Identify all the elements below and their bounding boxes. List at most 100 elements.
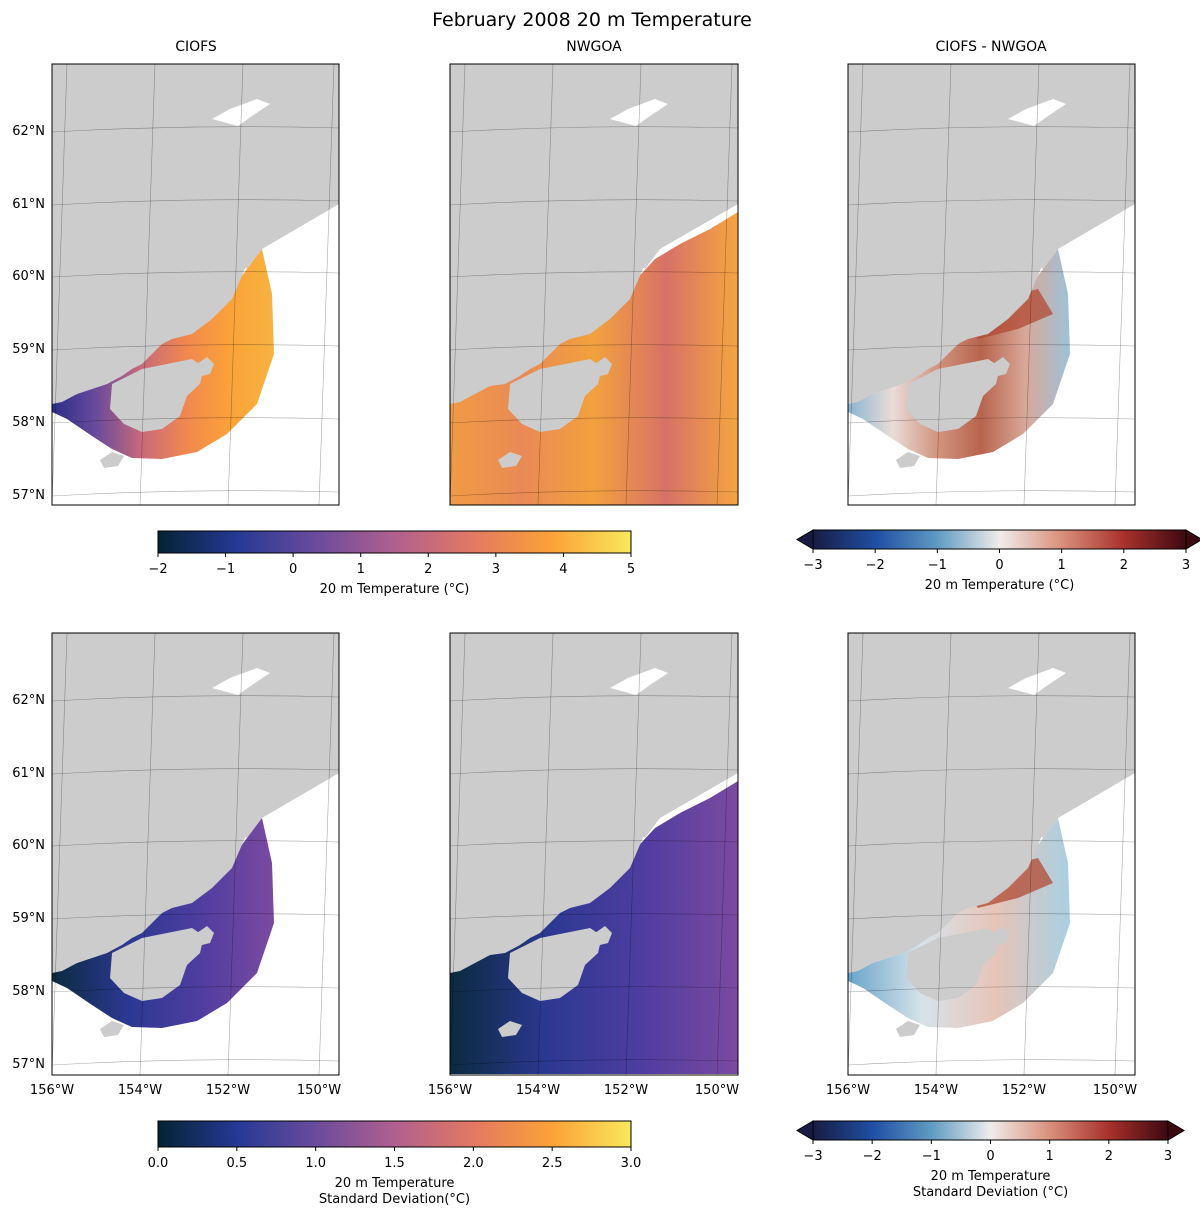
graticule-lat bbox=[450, 1059, 738, 1066]
land-south bbox=[848, 64, 1135, 404]
panel-frame bbox=[847, 63, 1136, 506]
colorbar-tick-label: −2 bbox=[863, 1149, 882, 1164]
trinity-islands bbox=[100, 452, 124, 468]
map-panel bbox=[449, 63, 739, 506]
panel-title: CIOFS - NWGOA bbox=[935, 39, 1047, 55]
x-tick-label: 156°W bbox=[30, 1083, 74, 1098]
graticule-lon bbox=[848, 633, 864, 1075]
colorbar-bar bbox=[812, 529, 1187, 550]
panel-frame bbox=[449, 63, 739, 506]
colorbar-tick-label: 1 bbox=[1046, 1149, 1054, 1164]
land-south bbox=[450, 633, 737, 973]
colorbar-label: Standard Deviation (°C) bbox=[913, 1185, 1068, 1200]
knik-arm bbox=[610, 668, 668, 695]
graticule-lat bbox=[848, 768, 1135, 775]
colorbar-tick-label: 0 bbox=[995, 558, 1003, 573]
graticule-lat bbox=[450, 417, 738, 424]
graticule-lon bbox=[1114, 633, 1131, 1075]
graticule-lon bbox=[52, 633, 68, 1075]
x-tick-label: 152°W bbox=[1002, 1083, 1046, 1098]
graticule-lat bbox=[848, 126, 1135, 133]
graticule-lat bbox=[52, 344, 339, 351]
x-tick-label: 154°W bbox=[516, 1083, 560, 1098]
graticule-lat bbox=[52, 768, 339, 775]
colorbar-tick-label: −3 bbox=[803, 1149, 822, 1164]
colorbar-bar bbox=[812, 1120, 1169, 1141]
x-tick-label: 154°W bbox=[118, 1083, 162, 1098]
y-tick-label: 57°N bbox=[12, 1057, 45, 1072]
colorbar-tick-label: 3 bbox=[1164, 1149, 1172, 1164]
map-panel: 62°N 61°N 60°N 59°N 58°N 57°N bbox=[12, 63, 340, 506]
colorbar-tick-label: 2.0 bbox=[463, 1156, 484, 1171]
graticule-lon bbox=[450, 633, 466, 1075]
model-field bbox=[52, 818, 274, 1028]
colorbar-label: 20 m Temperature bbox=[335, 1176, 455, 1191]
colorbar-label: 20 m Temperature bbox=[931, 1169, 1051, 1184]
x-tick-label: 152°W bbox=[206, 1083, 250, 1098]
colorbar-bar bbox=[157, 530, 632, 554]
graticule-lat bbox=[52, 417, 339, 424]
graticule-lon bbox=[935, 64, 952, 505]
graticule-lon bbox=[537, 633, 554, 1075]
kodiak-island bbox=[110, 928, 204, 1001]
graticule-lat bbox=[450, 271, 738, 278]
panel-frame bbox=[847, 632, 1136, 1076]
graticule-lat bbox=[848, 490, 1135, 497]
graticule-lat bbox=[450, 126, 738, 133]
colorbar-tick-label: 0.0 bbox=[148, 1156, 169, 1171]
colorbar-extend-high bbox=[1167, 1120, 1185, 1141]
colorbar: −3 −2 −1 0 1 2 3 20 m Temperature (°C) bbox=[796, 529, 1200, 593]
colorbar-extend-low bbox=[796, 529, 814, 550]
graticule-lat bbox=[450, 695, 738, 702]
colorbar-tick-label: 0 bbox=[289, 562, 297, 577]
graticule-lat bbox=[848, 695, 1135, 702]
colorbar-tick-label: −1 bbox=[928, 558, 947, 573]
colorbar: 0.0 0.5 1.0 1.5 2.0 2.5 3.0 20 m TemperatureSta… bbox=[148, 1120, 641, 1207]
graticule-lat bbox=[450, 840, 738, 847]
graticule-lat bbox=[52, 695, 339, 702]
graticule-lon bbox=[227, 633, 244, 1075]
graticule-lat bbox=[52, 199, 339, 206]
x-tick-label: 150°W bbox=[1093, 1083, 1137, 1098]
x-tick-label: 154°W bbox=[914, 1083, 958, 1098]
land-south bbox=[848, 633, 1135, 973]
colorbar-tick-label: −3 bbox=[803, 558, 822, 573]
graticule-lat bbox=[52, 490, 339, 497]
colorbar-tick-label: −2 bbox=[148, 562, 167, 577]
model-field bbox=[848, 249, 1070, 459]
graticule-lat bbox=[450, 344, 738, 351]
colorbar-extend-high bbox=[1185, 529, 1200, 550]
colorbar-tick-label: 3 bbox=[1182, 558, 1190, 573]
y-tick-label: 59°N bbox=[12, 911, 45, 926]
colorbar-tick-label: 1.5 bbox=[384, 1156, 405, 1171]
y-tick-label: 62°N bbox=[12, 124, 45, 139]
y-tick-label: 62°N bbox=[12, 693, 45, 708]
land-south bbox=[52, 633, 339, 973]
y-tick-label: 57°N bbox=[12, 488, 45, 503]
model-field bbox=[52, 249, 274, 459]
afognak-island bbox=[595, 926, 612, 945]
map-panel: 62°N 61°N 60°N 59°N 58°N 57°N 156°W 154°W 152°W 1… bbox=[12, 632, 341, 1098]
x-tick-label: 152°W bbox=[604, 1083, 648, 1098]
kodiak-island bbox=[906, 359, 1000, 432]
colorbar-tick-label: −1 bbox=[922, 1149, 941, 1164]
graticule-lat bbox=[450, 490, 738, 497]
x-tick-label: 150°W bbox=[695, 1083, 739, 1098]
map-panel bbox=[847, 63, 1136, 506]
land-south bbox=[450, 64, 737, 404]
colorbar-tick-label: 2 bbox=[1105, 1149, 1113, 1164]
graticule-lon bbox=[716, 64, 733, 505]
land-south bbox=[52, 64, 339, 404]
colorbar-label: Standard Deviation(°C) bbox=[319, 1192, 470, 1207]
colorbar-tick-label: 4 bbox=[559, 562, 567, 577]
graticule-lon bbox=[1023, 64, 1040, 505]
trinity-islands bbox=[100, 1021, 124, 1037]
graticule-lat bbox=[848, 271, 1135, 278]
colorbar-tick-label: −1 bbox=[216, 562, 235, 577]
graticule-lat bbox=[848, 1059, 1135, 1066]
graticule-lat bbox=[52, 913, 339, 920]
colorbar-tick-label: 2.5 bbox=[542, 1156, 563, 1171]
colorbar-bar bbox=[157, 1120, 632, 1148]
trinity-islands bbox=[498, 452, 522, 468]
